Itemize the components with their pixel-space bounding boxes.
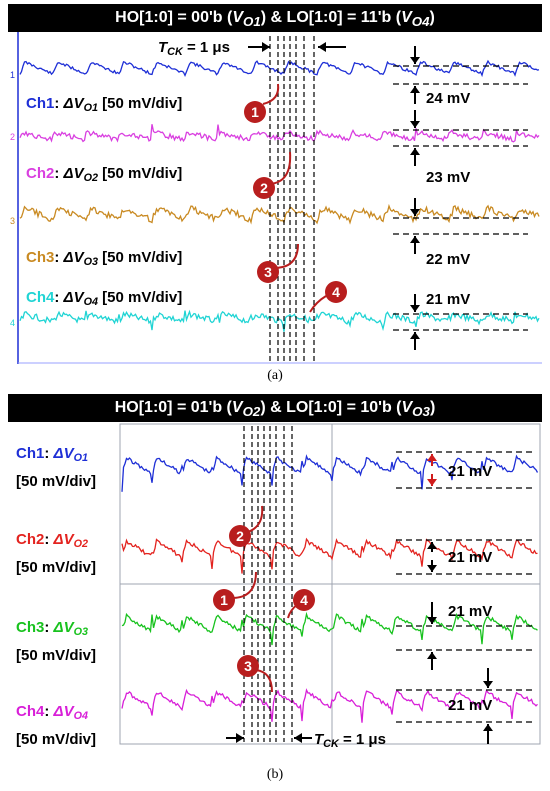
series-label-b-ch4: Ch4: ΔVO4 <box>16 703 88 722</box>
marker-b-2: 2 <box>229 525 251 547</box>
svg-text:2: 2 <box>260 180 268 196</box>
marker-b-1: 1 <box>213 589 235 611</box>
ripple-arrow-b-down-4 <box>483 668 493 688</box>
series-label-b-ch1: Ch1: ΔVO1 <box>16 445 88 464</box>
svg-text:3: 3 <box>264 264 272 280</box>
ripple-arrow-b-down-3 <box>427 602 437 624</box>
series-label-a-ch3: Ch3: ΔVO3 [50 mV/div] <box>26 249 182 268</box>
series-label-b-ch2: Ch2: ΔVO2 <box>16 531 88 550</box>
oscilloscope-plot-a: 1 2 3 4 Ch1: ΔVO1 [50 mV/div] Ch2: ΔVO2 [50 m… <box>8 32 542 364</box>
ripple-value-b-1: 21 mV <box>448 463 492 480</box>
ripple-arrow-a-down-1 <box>410 46 420 64</box>
oscilloscope-plot-b: Ch1: ΔVO1 [50 mV/div] Ch2: ΔVO2 [50 mV/div]… <box>8 422 542 764</box>
trace-b-ch2 <box>121 537 538 574</box>
ripple-arrow-b-down-1 <box>427 474 437 486</box>
ripple-arrow-a-up-1 <box>410 86 420 104</box>
svg-text:1: 1 <box>220 592 228 608</box>
caption-b: (b) <box>266 767 284 782</box>
tck-label-a: TCK = 1 μs <box>158 39 230 58</box>
marker-b-2-arrow <box>247 505 264 533</box>
panel-b: HO[1:0] = 01'b (VO2) & LO[1:0] = 10'b (V… <box>8 394 542 764</box>
tck-arrow-b-left <box>226 733 244 743</box>
svg-text:4: 4 <box>300 592 308 608</box>
ripple-value-a-1: 24 mV <box>426 90 470 107</box>
ripple-value-b-3: 21 mV <box>448 603 492 620</box>
series-unit-b-ch4: [50 mV/div] <box>16 731 96 748</box>
trace-b-ch4 <box>121 688 538 723</box>
marker-b-1-arrow <box>231 571 257 599</box>
series-label-a-ch1: Ch1: ΔVO1 [50 mV/div] <box>26 95 182 114</box>
marker-b-4: 4 <box>293 589 315 611</box>
ripple-arrow-a-up-3 <box>410 236 420 254</box>
ripple-value-a-2: 23 mV <box>426 169 470 186</box>
series-label-a-ch2: Ch2: ΔVO2 [50 mV/div] <box>26 165 182 184</box>
ripple-arrow-a-up-4 <box>410 332 420 350</box>
ripple-arrow-a-down-4 <box>410 294 420 312</box>
marker-a-1: 1 <box>244 101 266 123</box>
trace-b-ch3 <box>121 611 538 646</box>
series-unit-b-ch3: [50 mV/div] <box>16 647 96 664</box>
ripple-value-b-2: 21 mV <box>448 549 492 566</box>
tck-label-b: TCK = 1 μs <box>314 731 386 750</box>
svg-text:4: 4 <box>332 284 340 300</box>
tck-arrow-a-left <box>248 42 270 52</box>
marker-a-2: 2 <box>253 177 275 199</box>
caption-a: (a) <box>267 368 283 383</box>
ripple-value-a-4: 21 mV <box>426 291 470 308</box>
ripple-arrow-b-up-2 <box>427 542 437 552</box>
ripple-arrow-b-up-4 <box>483 724 493 744</box>
channel-tag-a-1: 1 <box>10 70 15 80</box>
channel-tag-a-3: 3 <box>10 216 15 226</box>
ripple-arrow-b-up-1 <box>427 454 437 466</box>
ripple-arrow-a-up-2 <box>410 148 420 166</box>
svg-text:2: 2 <box>236 528 244 544</box>
panel-b-title: HO[1:0] = 01'b (VO2) & LO[1:0] = 10'b (V… <box>8 394 542 422</box>
ripple-arrow-a-down-3 <box>410 198 420 216</box>
svg-text:3: 3 <box>244 658 252 674</box>
trace-b-ch1 <box>121 454 539 492</box>
trace-a-ch1 <box>19 59 540 78</box>
series-label-a-ch4: Ch4: ΔVO4 [50 mV/div] <box>26 289 182 308</box>
channel-tag-a-4: 4 <box>10 318 15 328</box>
marker-a-1-arrow <box>262 83 280 105</box>
marker-b-3-arrow <box>255 669 273 693</box>
ripple-value-a-3: 22 mV <box>426 251 470 268</box>
marker-a-4: 4 <box>325 281 347 303</box>
ripple-arrow-b-up-3 <box>427 652 437 670</box>
series-unit-b-ch2: [50 mV/div] <box>16 559 96 576</box>
panel-a: HO[1:0] = 00'b (VO1) & LO[1:0] = 11'b (V… <box>8 4 542 364</box>
series-unit-b-ch1: [50 mV/div] <box>16 473 96 490</box>
svg-text:1: 1 <box>251 104 259 120</box>
ripple-arrow-a-down-2 <box>410 110 420 128</box>
ripple-value-b-4: 21 mV <box>448 697 492 714</box>
tck-arrow-b-right <box>294 733 312 743</box>
marker-b-3: 3 <box>237 655 259 677</box>
channel-tag-a-2: 2 <box>10 132 15 142</box>
ripple-arrow-b-down-2 <box>427 560 437 572</box>
trace-a-ch4 <box>19 309 540 332</box>
tck-arrow-a-right <box>318 42 346 52</box>
panel-a-title: HO[1:0] = 00'b (VO1) & LO[1:0] = 11'b (V… <box>8 4 542 32</box>
marker-a-4-arrow <box>309 295 327 313</box>
trace-a-ch3 <box>19 203 540 225</box>
trace-a-ch2 <box>19 124 540 143</box>
series-label-b-ch3: Ch3: ΔVO3 <box>16 619 88 638</box>
marker-a-3: 3 <box>257 261 279 283</box>
